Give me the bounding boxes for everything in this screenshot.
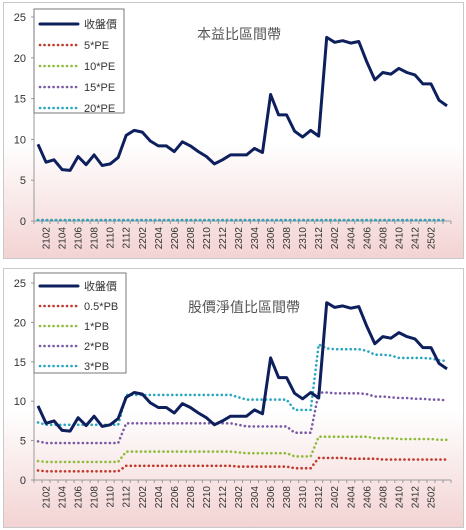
x-tick-label: 2308 bbox=[282, 227, 293, 250]
x-tick-label: 2206 bbox=[170, 486, 181, 509]
x-tick-label: 2304 bbox=[250, 227, 261, 250]
x-tick-label: 2404 bbox=[346, 486, 357, 509]
legend: 收盤價 0.5*PB 1*PB 2*PB 3*PB bbox=[33, 272, 127, 374]
x-tick-label: 2210 bbox=[202, 486, 213, 509]
x-tick-label: 2202 bbox=[138, 227, 149, 250]
pe-band-chart: 0 5 10 15 20 25 2102 2104 2106 2108 2110 2112 2202 22… bbox=[3, 2, 464, 259]
y-tick-label: 10 bbox=[14, 396, 26, 408]
legend-label: 10*PE bbox=[84, 61, 115, 73]
y-tick-label: 15 bbox=[14, 94, 26, 106]
x-tick-label: 2306 bbox=[266, 227, 277, 250]
x-tick-label: 2304 bbox=[250, 486, 261, 509]
legend-box bbox=[33, 272, 127, 374]
x-tick-label: 2410 bbox=[394, 227, 405, 250]
x-tick-label: 2406 bbox=[362, 486, 373, 509]
legend-label: 15*PE bbox=[84, 82, 115, 94]
x-tick-label: 2302 bbox=[234, 486, 245, 509]
series-line bbox=[36, 456, 449, 473]
x-tick-label: 2108 bbox=[90, 486, 101, 509]
x-tick-label: 2202 bbox=[138, 486, 149, 509]
x-tick-label: 2102 bbox=[42, 486, 53, 509]
series-line bbox=[36, 35, 448, 172]
x-tick-label: 2408 bbox=[378, 227, 389, 250]
x-tick-label: 2208 bbox=[186, 486, 197, 509]
series-line bbox=[36, 391, 449, 445]
x-tick-label: 2106 bbox=[74, 486, 85, 509]
x-tick-label: 2112 bbox=[122, 227, 133, 249]
pe-band-chart-svg: 0 5 10 15 20 25 2102 2104 2106 2108 2110 2112 2202 22… bbox=[14, 8, 452, 250]
x-tick-label: 2306 bbox=[266, 486, 277, 509]
x-tick-label: 2412 bbox=[410, 227, 421, 250]
x-tick-label: 2406 bbox=[362, 227, 373, 250]
x-tick-label: 2308 bbox=[282, 486, 293, 509]
x-tick-label: 2502 bbox=[426, 486, 437, 509]
x-tick-label: 2402 bbox=[330, 486, 341, 509]
legend-label: 收盤價 bbox=[84, 17, 117, 31]
x-tick-label: 2404 bbox=[346, 227, 357, 250]
chart-title: 本益比區間帶 bbox=[197, 26, 281, 42]
x-tick-label: 2312 bbox=[314, 227, 325, 250]
legend-label: 20*PE bbox=[84, 103, 115, 115]
x-tick-label: 2212 bbox=[218, 486, 229, 509]
legend-label: 5*PE bbox=[84, 40, 109, 52]
y-tick-label: 25 bbox=[14, 278, 26, 290]
pb-band-chart-svg: 0 5 10 15 20 25 2102 2104 2106 2108 2110 2112 2202 22… bbox=[14, 272, 452, 509]
x-tick-label: 2104 bbox=[58, 227, 69, 250]
x-tick-label: 2104 bbox=[58, 486, 69, 509]
y-tick-label: 10 bbox=[14, 134, 26, 146]
legend-box bbox=[33, 8, 125, 114]
chart-title: 股價淨值比區間帶 bbox=[188, 299, 300, 315]
x-tick-label: 2412 bbox=[410, 486, 421, 509]
x-tick-label: 2302 bbox=[234, 227, 245, 250]
legend-label: 1*PB bbox=[84, 321, 109, 333]
y-tick-label: 0 bbox=[20, 475, 26, 487]
x-tick-label: 2110 bbox=[106, 227, 117, 249]
y-tick-label: 0 bbox=[20, 216, 26, 228]
x-tick-label: 2106 bbox=[74, 227, 85, 250]
legend: 收盤價 5*PE 10*PE 15*PE 20*PE bbox=[33, 8, 125, 115]
x-tick-label: 2212 bbox=[218, 227, 229, 250]
x-tick-label: 2110 bbox=[106, 486, 117, 508]
series-line bbox=[36, 301, 448, 433]
x-tick-label: 2206 bbox=[170, 227, 181, 250]
x-tick-label: 2402 bbox=[330, 227, 341, 250]
x-tick-label: 2204 bbox=[154, 486, 165, 509]
x-tick-label: 2408 bbox=[378, 486, 389, 509]
y-tick-label: 15 bbox=[14, 357, 26, 369]
legend-label: 3*PB bbox=[84, 361, 109, 373]
legend-label: 收盤價 bbox=[84, 279, 117, 293]
y-tick-label: 5 bbox=[20, 436, 26, 448]
x-tick-label: 2312 bbox=[314, 486, 325, 509]
x-tick-label: 2204 bbox=[154, 227, 165, 250]
pb-band-chart: 0 5 10 15 20 25 2102 2104 2106 2108 2110 2112 2202 22… bbox=[3, 268, 464, 528]
legend-label: 2*PB bbox=[84, 341, 109, 353]
y-tick-label: 20 bbox=[14, 317, 26, 329]
y-tick-label: 20 bbox=[14, 53, 26, 65]
y-tick-label: 25 bbox=[14, 12, 26, 24]
x-tick-label: 2102 bbox=[42, 227, 53, 250]
x-tick-label: 2310 bbox=[298, 227, 309, 250]
series-line bbox=[36, 435, 449, 464]
y-tick-label: 5 bbox=[20, 175, 26, 187]
x-tick-label: 2310 bbox=[298, 486, 309, 509]
x-tick-label: 2502 bbox=[426, 227, 437, 250]
x-tick-label: 2112 bbox=[122, 486, 133, 508]
x-tick-label: 2208 bbox=[186, 227, 197, 250]
x-tick-label: 2410 bbox=[394, 486, 405, 509]
x-tick-label: 2210 bbox=[202, 227, 213, 250]
x-tick-label: 2108 bbox=[90, 227, 101, 250]
legend-label: 0.5*PB bbox=[84, 301, 118, 313]
